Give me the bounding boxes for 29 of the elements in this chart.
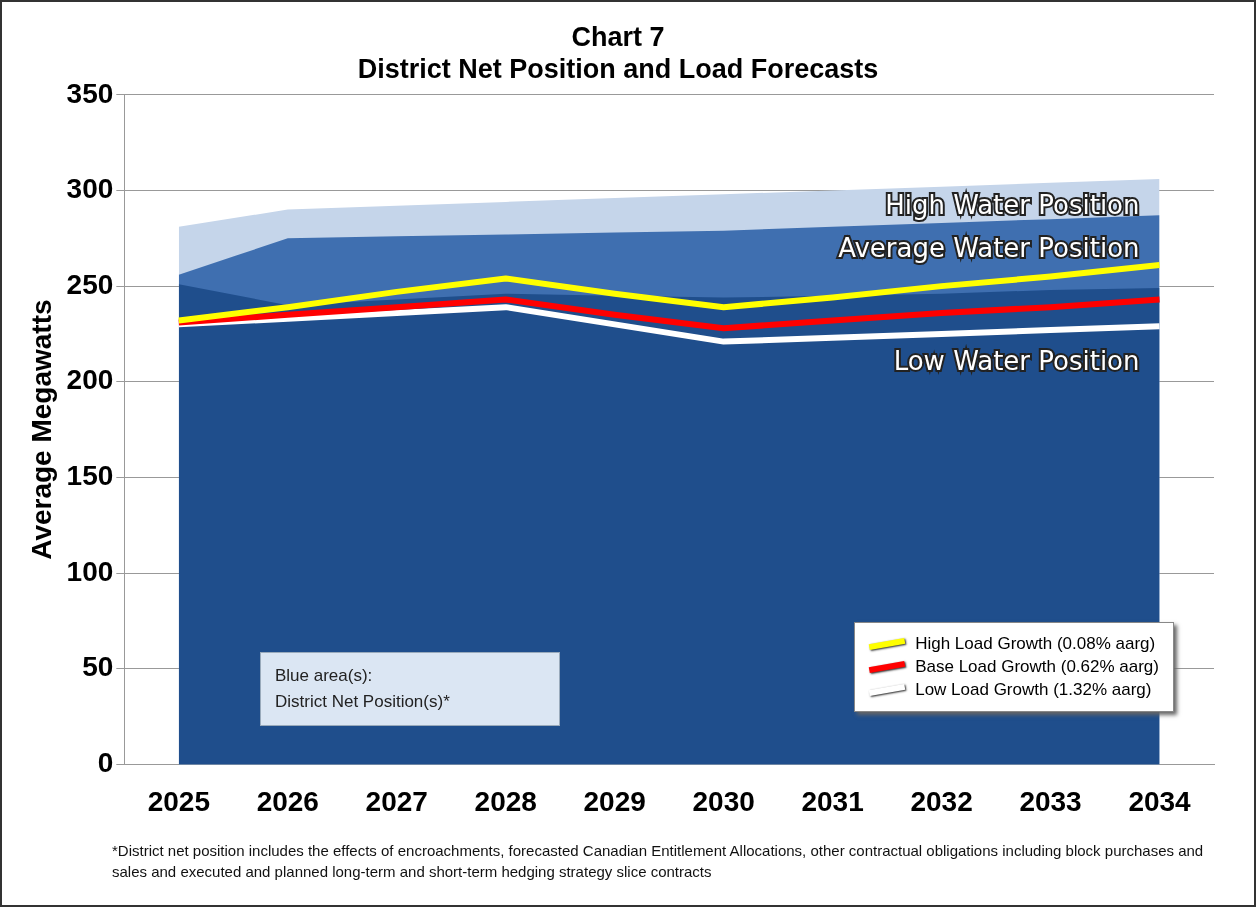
y-tick-label: 250 (66, 268, 114, 300)
y-tick-label: 100 (66, 555, 114, 587)
x-tick-label: 2030 (692, 785, 755, 817)
legend-label: Low Load Growth (1.32% aarg) (915, 680, 1152, 700)
note-box: Blue area(s): District Net Position(s)* (260, 652, 560, 726)
x-tick-label: 2033 (1019, 785, 1082, 817)
text: *District net position includes the effects of encroachments, forecasted Canadian Entitlement Allocations, other contractual obligations including block purchases and sales and executed and planned long-term and short-term hedging strategy slice contracts (112, 841, 1205, 882)
legend-label: High Load Growth (0.08% aarg) (915, 634, 1156, 654)
y-tick-label: 50 (82, 651, 114, 683)
series-label: High Water Position (885, 189, 1140, 220)
y-axis-title: Average Megawatts (25, 299, 57, 560)
y-tick-label: 150 (66, 460, 114, 492)
y-tick-label: 300 (66, 173, 114, 205)
series-label: Low Water Position (893, 345, 1140, 376)
x-tick-label: 2034 (1128, 785, 1192, 817)
x-tick-label: 2031 (801, 785, 864, 817)
y-tick-label: 200 (66, 364, 114, 396)
y-tick-label: 350 (66, 77, 114, 109)
y-tick-label: 0 (97, 747, 114, 779)
chart-subtitle: District Net Position and Load Forecasts (357, 54, 879, 85)
x-tick-label: 2025 (147, 785, 210, 817)
x-tick-label: 2029 (583, 785, 646, 817)
chart-title: Chart 7 (571, 21, 665, 52)
x-tick-label: 2026 (256, 785, 319, 817)
x-tick-label: 2028 (474, 785, 537, 817)
x-tick-label: 2032 (910, 785, 973, 817)
x-tick-label: 2027 (365, 785, 428, 817)
series-label: Average Water Position (838, 233, 1140, 264)
legend-label: Base Load Growth (0.62% aarg) (915, 657, 1159, 677)
